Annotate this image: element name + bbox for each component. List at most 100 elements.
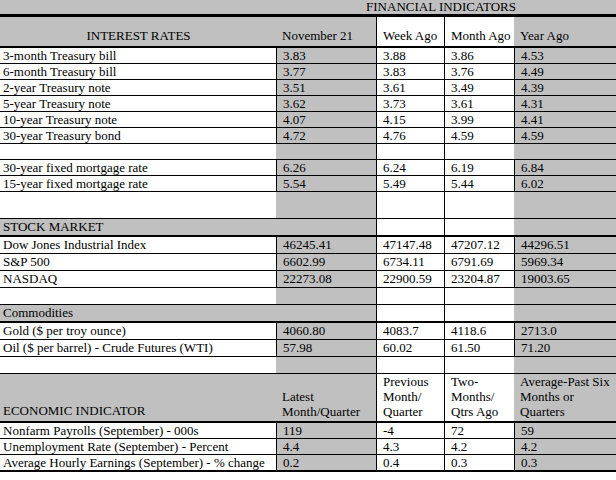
- empty-cell: [376, 192, 444, 218]
- header-line: Previous: [383, 374, 429, 389]
- value-cell: 4.3: [376, 439, 444, 454]
- row-label: Average Hourly Earnings (September) - % …: [0, 455, 276, 470]
- title-band: FINANCIAL INDICATORS: [0, 0, 616, 14]
- header-line: Latest: [282, 389, 360, 404]
- table-row: 3-month Treasury bill 3.83 3.88 3.86 4.5…: [0, 48, 616, 64]
- section-header-stock-market: STOCK MARKET: [0, 219, 616, 237]
- empty-cell: [0, 288, 276, 304]
- value-cell: 0.2: [276, 455, 376, 470]
- table-row: Oil ($ per barrel) - Crude Futures (WTI)…: [0, 340, 616, 357]
- spacer-row: [0, 144, 616, 160]
- value-cell: 19003.65: [514, 271, 616, 287]
- value-cell: 2713.0: [514, 323, 616, 339]
- empty-cell: [276, 288, 376, 304]
- value-cell: 5969.34: [514, 254, 616, 270]
- table-row: 6-month Treasury bill 3.77 3.83 3.76 4.4…: [0, 64, 616, 80]
- value-cell: 0.4: [376, 455, 444, 470]
- value-cell: 72: [444, 423, 514, 438]
- header-line: Average-Past Six: [520, 374, 610, 389]
- table-row: 30-year Treasury bond 4.72 4.76 4.59 4.5…: [0, 128, 616, 144]
- value-cell: 47207.12: [444, 237, 514, 253]
- value-cell: 3.83: [276, 48, 376, 63]
- row-label: 6-month Treasury bill: [0, 64, 276, 79]
- value-cell: 4.59: [514, 128, 616, 143]
- value-cell: 4.2: [514, 439, 616, 454]
- empty-cell: [0, 144, 276, 159]
- header-line: Two-: [451, 374, 498, 389]
- empty-cell: [276, 192, 376, 218]
- economic-indicator-header-row: ECONOMIC INDICATOR Latest Month/Quarter …: [0, 374, 616, 423]
- value-cell: 4.31: [514, 96, 616, 111]
- empty-cell: [514, 192, 616, 218]
- column-header-average: Average-Past Six Months or Quarters: [514, 374, 616, 421]
- value-cell: 60.02: [376, 340, 444, 356]
- value-cell: 22273.08: [276, 271, 376, 287]
- value-cell: 4.4: [276, 439, 376, 454]
- row-label: 30-year Treasury bond: [0, 128, 276, 143]
- value-cell: 5.44: [444, 176, 514, 191]
- empty-cell: [0, 192, 276, 218]
- bottom-gap: [0, 472, 616, 480]
- value-cell: 6734.11: [376, 254, 444, 270]
- section-title: Commodities: [0, 305, 376, 321]
- value-cell: 6.24: [376, 160, 444, 175]
- row-label: 2-year Treasury note: [0, 80, 276, 95]
- financial-indicators-sheet: FINANCIAL INDICATORS INTEREST RATES Nove…: [0, 0, 616, 480]
- spacer-row: [0, 357, 616, 374]
- value-cell: 46245.41: [276, 237, 376, 253]
- value-cell: 3.73: [376, 96, 444, 111]
- row-label: Gold ($ per troy ounce): [0, 323, 276, 339]
- empty-cell: [514, 219, 616, 235]
- table-row: NASDAQ 22273.08 22900.59 23204.87 19003.…: [0, 271, 616, 288]
- value-cell: 3.61: [444, 96, 514, 111]
- value-cell: 4118.6: [444, 323, 514, 339]
- value-cell: 6602.99: [276, 254, 376, 270]
- value-cell: 6.26: [276, 160, 376, 175]
- value-cell: 6.19: [444, 160, 514, 175]
- value-cell: 6.02: [514, 176, 616, 191]
- column-header-week-ago: Week Ago: [376, 17, 444, 46]
- column-header-november-21: November 21: [276, 17, 376, 46]
- empty-cell: [0, 357, 276, 373]
- empty-cell: [444, 288, 514, 304]
- value-cell: 3.62: [276, 96, 376, 111]
- table-row: S&P 500 6602.99 6734.11 6791.69 5969.34: [0, 254, 616, 271]
- section-title: STOCK MARKET: [0, 219, 376, 235]
- page-title: FINANCIAL INDICATORS: [276, 0, 606, 14]
- header-line: Months/: [451, 389, 498, 404]
- header-line: Quarter: [383, 404, 429, 419]
- value-cell: 4.53: [514, 48, 616, 63]
- empty-cell: [376, 144, 444, 159]
- spacer-row: [0, 192, 616, 219]
- value-cell: 4.41: [514, 112, 616, 127]
- value-cell: 3.88: [376, 48, 444, 63]
- value-cell: 3.51: [276, 80, 376, 95]
- value-cell: 47147.48: [376, 237, 444, 253]
- empty-cell: [444, 219, 514, 235]
- value-cell: 0.3: [444, 455, 514, 470]
- table-row: Dow Jones Industrial Index 46245.41 4714…: [0, 237, 616, 254]
- value-cell: 3.77: [276, 64, 376, 79]
- empty-cell: [514, 144, 616, 159]
- value-cell: 6.84: [514, 160, 616, 175]
- empty-cell: [376, 305, 444, 321]
- value-cell: 4.72: [276, 128, 376, 143]
- header-line: Months or: [520, 389, 610, 404]
- value-cell: 119: [276, 423, 376, 438]
- row-label: 30-year fixed mortgage rate: [0, 160, 276, 175]
- value-cell: 44296.51: [514, 237, 616, 253]
- value-cell: 4.76: [376, 128, 444, 143]
- row-label: S&P 500: [0, 254, 276, 270]
- value-cell: 71.20: [514, 340, 616, 356]
- table-row: 15-year fixed mortgage rate 5.54 5.49 5.…: [0, 176, 616, 192]
- empty-cell: [514, 288, 616, 304]
- table-row: 30-year fixed mortgage rate 6.26 6.24 6.…: [0, 160, 616, 176]
- empty-cell: [376, 357, 444, 373]
- empty-cell: [514, 357, 616, 373]
- value-cell: 4083.7: [376, 323, 444, 339]
- value-cell: 5.49: [376, 176, 444, 191]
- empty-cell: [444, 144, 514, 159]
- empty-cell: [444, 357, 514, 373]
- value-cell: 4060.80: [276, 323, 376, 339]
- table-row: Nonfarm Payrolls (September) - 000s 119 …: [0, 423, 616, 439]
